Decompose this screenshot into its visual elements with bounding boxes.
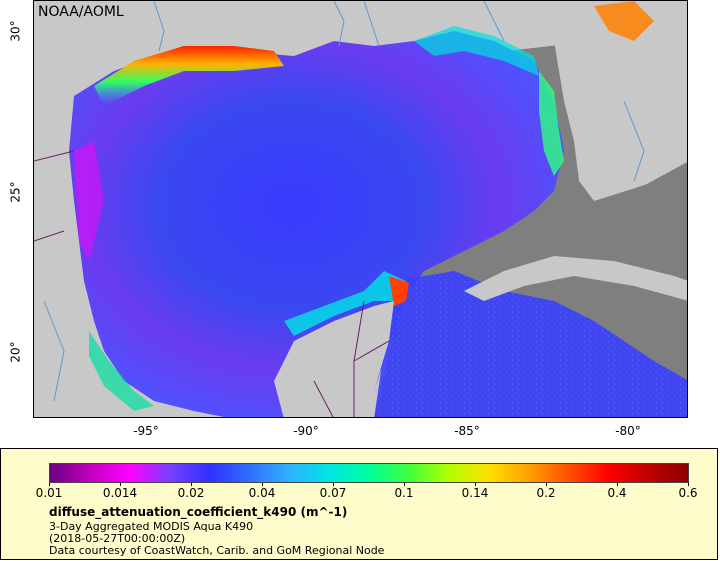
lat-label-25: 25° [8,181,23,203]
colorbar-tick: 0.14 [461,486,489,500]
map-panel [33,0,688,418]
colorbar [49,463,689,483]
colorbar-tickmark [617,483,618,486]
colorbar-tickmark [120,483,121,486]
colorbar-tickmark [333,483,334,486]
colorbar-tickmark [404,483,405,486]
colorbar-tick: 0.014 [102,486,138,500]
credit-line: Data courtesy of CoastWatch, Carib. and … [49,544,385,557]
lon-label-80: -80° [615,424,641,438]
k490-map [34,1,687,417]
florida-land [554,31,687,201]
colorbar-tick: 0.04 [248,486,276,500]
colorbar-tickmark [688,483,689,486]
colorbar-tick: 0.6 [678,486,698,500]
colorbar-tickmark [191,483,192,486]
lon-label-85: -85° [454,424,480,438]
colorbar-tick: 0.02 [177,486,205,500]
colorbar-tickmark [475,483,476,486]
lat-label-30: 30° [8,20,23,42]
colorbar-tickmark [262,483,263,486]
colorbar-tick: 0.1 [394,486,414,500]
colorbar-tick: 0.01 [35,486,63,500]
colorbar-tick: 0.2 [536,486,556,500]
time-line: (2018-05-27T00:00:00Z) [49,532,186,545]
colorbar-tickmark [546,483,547,486]
colorbar-tick: 0.4 [607,486,627,500]
yucatan-land [274,301,394,417]
gulf-water [69,31,564,417]
agency-label: NOAA/AOML [38,4,124,20]
cuba-land [464,256,687,301]
lat-label-20: 20° [8,341,23,363]
product-line: 3-Day Aggregated MODIS Aqua K490 [49,520,254,533]
lon-label-90: -90° [293,424,319,438]
colorbar-tick: 0.07 [319,486,347,500]
legend-panel: 0.01 0.014 0.02 0.04 0.07 0.1 0.14 0.2 0… [0,448,718,560]
variable-title: diffuse_attenuation_coefficient_k490 (m^… [49,505,348,519]
lon-label-95: -95° [133,424,159,438]
colorbar-tickmark [49,483,50,486]
